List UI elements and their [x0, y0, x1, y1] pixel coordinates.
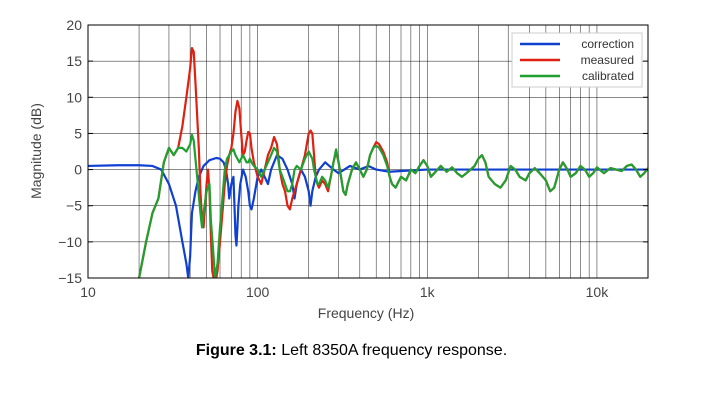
- y-tick-labels: 20 15 10 5 0 −5 −10 −15: [58, 17, 82, 286]
- x-tick-labels: 10 100 1k 10k: [80, 284, 609, 300]
- figure-caption: Figure 3.1: Left 8350A frequency respons…: [0, 342, 703, 360]
- x-axis-label: Frequency (Hz): [318, 305, 414, 321]
- grid: [88, 25, 648, 278]
- x-tick-label: 10k: [586, 284, 610, 300]
- y-tick-label: 20: [66, 17, 82, 33]
- x-tick-label: 100: [246, 284, 270, 300]
- caption-label: Figure 3.1:: [195, 342, 277, 359]
- legend-label-measured: measured: [581, 53, 634, 67]
- series-line-correction: [88, 154, 648, 278]
- legend-label-correction: correction: [581, 37, 634, 51]
- series-line-calibrated: [137, 133, 648, 278]
- y-tick-label: −15: [58, 270, 82, 286]
- plot-frame: [87, 24, 649, 279]
- y-tick-label: 15: [66, 53, 82, 69]
- y-axis-label: Magnitude (dB): [28, 103, 44, 199]
- series-lines: [88, 47, 648, 278]
- y-tick-label: 5: [74, 125, 82, 141]
- caption-text: Left 8350A frequency response.: [276, 342, 508, 359]
- y-tick-label: 10: [66, 89, 82, 105]
- y-tick-label: −5: [66, 198, 82, 214]
- y-tick-label: 0: [74, 162, 82, 178]
- legend: correction measured calibrated: [511, 32, 643, 88]
- plot-border: [87, 24, 649, 279]
- y-tick-label: −10: [58, 234, 82, 250]
- x-tick-label: 1k: [420, 284, 436, 300]
- legend-label-calibrated: calibrated: [582, 69, 634, 83]
- x-tick-label: 10: [80, 284, 96, 300]
